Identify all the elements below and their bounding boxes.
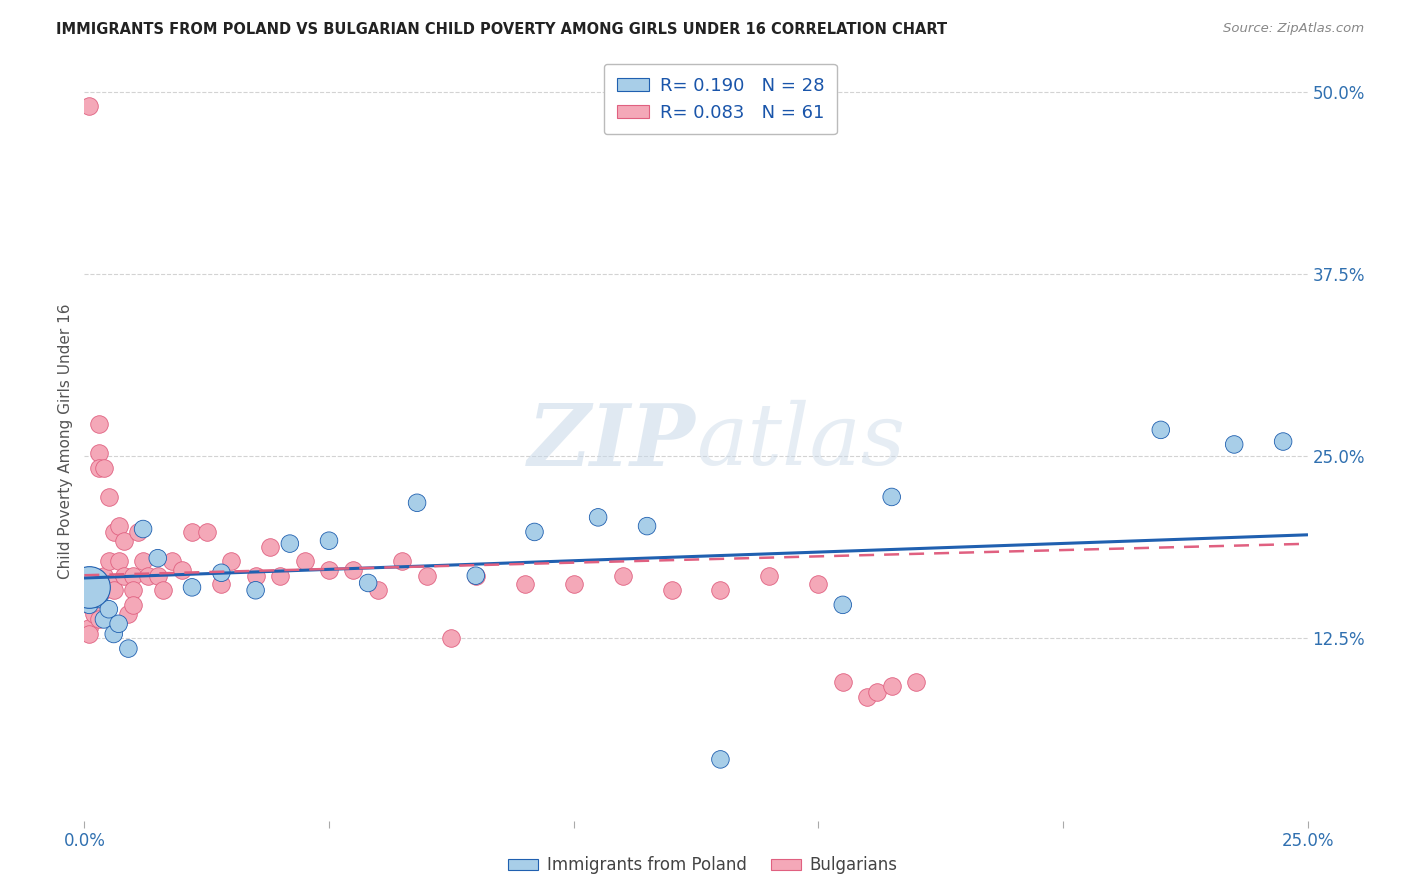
Point (391, 554, 413, 568)
Point (93, 460, 115, 475)
Point (342, 563, 364, 577)
Point (77, 580, 100, 594)
Point (112, 568, 135, 582)
Point (464, 568, 486, 582)
Point (77, 621, 100, 635)
Point (107, 616, 129, 631)
Point (127, 524, 149, 539)
Point (831, 598, 853, 612)
Point (77, 99, 100, 113)
Point (162, 554, 184, 568)
Point (318, 533, 340, 548)
Point (709, 752, 731, 766)
Point (905, 675, 928, 690)
Point (83, 577, 105, 591)
Point (661, 583, 683, 598)
Point (97, 554, 120, 568)
Text: ZIP: ZIP (529, 400, 696, 483)
Point (87, 592, 110, 607)
Point (636, 519, 658, 533)
Y-axis label: Child Poverty Among Girls Under 16: Child Poverty Among Girls Under 16 (58, 304, 73, 579)
Point (513, 577, 536, 591)
Point (259, 540, 281, 554)
Point (87, 612, 110, 626)
Point (831, 675, 853, 690)
Point (146, 551, 169, 566)
Text: atlas: atlas (696, 401, 905, 483)
Point (758, 568, 780, 582)
Legend: Immigrants from Poland, Bulgarians: Immigrants from Poland, Bulgarians (502, 849, 904, 881)
Point (807, 577, 830, 591)
Point (103, 627, 125, 641)
Point (83, 592, 105, 607)
Point (136, 568, 159, 582)
Point (172, 563, 194, 577)
Point (122, 598, 145, 612)
Point (367, 583, 389, 598)
Point (416, 568, 439, 582)
Point (107, 519, 129, 533)
Point (195, 524, 218, 539)
Point (219, 554, 242, 568)
Point (856, 690, 879, 704)
Point (77, 598, 100, 612)
Point (440, 632, 463, 646)
Point (278, 536, 301, 550)
Point (181, 580, 204, 594)
Point (112, 533, 135, 548)
Point (93, 612, 115, 626)
Point (209, 577, 232, 591)
Point (586, 510, 609, 524)
Point (406, 496, 429, 510)
Point (83, 607, 105, 621)
Point (523, 524, 546, 539)
Point (107, 554, 129, 568)
Point (132, 522, 155, 536)
Point (1223, 437, 1246, 451)
Point (87, 460, 110, 475)
Point (181, 524, 204, 539)
Point (294, 554, 316, 568)
Point (93, 583, 115, 598)
Point (209, 566, 232, 580)
Point (122, 583, 145, 598)
Legend: R= 0.190   N = 28, R= 0.083   N = 61: R= 0.190 N = 28, R= 0.083 N = 61 (605, 64, 837, 134)
Point (132, 554, 155, 568)
Point (612, 568, 634, 582)
Point (83, 577, 105, 591)
Point (77, 598, 100, 612)
Point (318, 563, 340, 577)
Point (562, 577, 585, 591)
Point (117, 641, 139, 656)
Point (87, 417, 110, 431)
Point (117, 607, 139, 621)
Point (87, 446, 110, 460)
Point (152, 583, 174, 598)
Point (245, 568, 267, 582)
Point (97, 602, 120, 616)
Point (245, 583, 267, 598)
Text: Source: ZipAtlas.com: Source: ZipAtlas.com (1223, 22, 1364, 36)
Point (269, 568, 291, 582)
Point (97, 577, 120, 591)
Point (464, 568, 486, 582)
Point (880, 490, 903, 504)
Point (93, 568, 115, 582)
Point (103, 583, 125, 598)
Point (709, 583, 731, 598)
Point (1150, 423, 1173, 437)
Point (103, 524, 125, 539)
Point (77, 627, 100, 641)
Point (357, 576, 380, 591)
Point (1272, 434, 1295, 449)
Point (122, 568, 145, 582)
Point (880, 680, 903, 694)
Point (146, 568, 169, 582)
Point (866, 685, 889, 699)
Point (97, 490, 120, 504)
Text: IMMIGRANTS FROM POLAND VS BULGARIAN CHILD POVERTY AMONG GIRLS UNDER 16 CORRELATI: IMMIGRANTS FROM POLAND VS BULGARIAN CHIL… (56, 22, 948, 37)
